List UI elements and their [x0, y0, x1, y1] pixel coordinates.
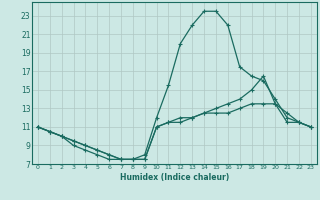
X-axis label: Humidex (Indice chaleur): Humidex (Indice chaleur)	[120, 173, 229, 182]
